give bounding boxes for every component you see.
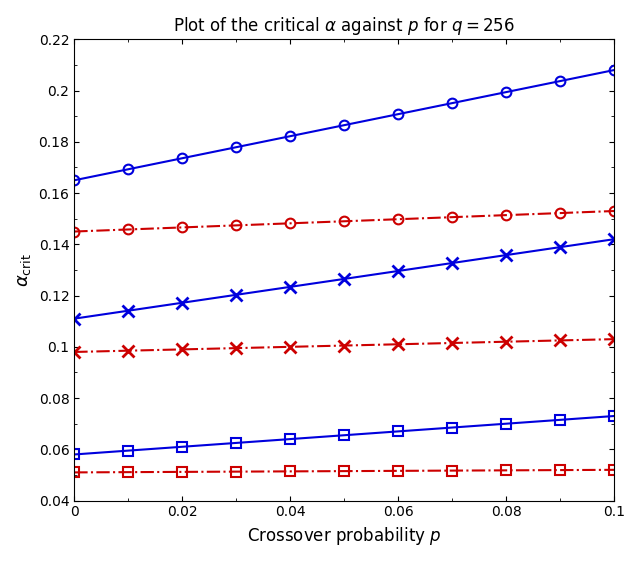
X-axis label: Crossover probability $p$: Crossover probability $p$ [247,525,442,547]
Title: Plot of the critical $\alpha$ against $p$ for $q = 256$: Plot of the critical $\alpha$ against $p… [173,15,515,37]
Y-axis label: $\alpha_{\mathrm{crit}}$: $\alpha_{\mathrm{crit}}$ [15,253,33,287]
